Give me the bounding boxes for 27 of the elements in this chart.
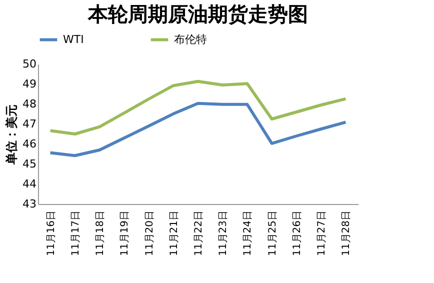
x-tick-label: 11月25日 (267, 210, 278, 256)
x-tick-label: 11月17日 (70, 210, 82, 256)
x-tick-label: 11月23日 (218, 210, 230, 256)
x-tick-label: 11月19日 (120, 210, 131, 256)
y-tick-label: 46 (22, 138, 36, 150)
y-tick-label: 45 (22, 158, 36, 170)
y-axis-title: 单位：美元 (4, 104, 19, 166)
x-tick-label: 11月27日 (316, 210, 328, 256)
x-tick-label: 11月20日 (144, 210, 156, 256)
x-tick-label: 11月24日 (242, 210, 254, 256)
y-tick-label: 44 (22, 178, 36, 190)
x-tick-label: 11月16日 (46, 210, 57, 256)
y-tick-label: 47 (22, 118, 36, 130)
x-tick-label: 11月26日 (292, 210, 303, 256)
x-tick-label: 11月21日 (168, 210, 180, 256)
x-tick-label: 11月22日 (194, 210, 204, 256)
x-tick-label: 11月18日 (95, 210, 106, 256)
x-tick-label: 11月28日 (341, 210, 352, 256)
y-tick-label: 49 (22, 78, 36, 90)
line-series (48, 102, 348, 158)
y-tick-label: 48 (22, 98, 36, 110)
y-tick-label: 43 (22, 198, 36, 210)
legend-label: WTI (63, 32, 84, 46)
line-series (48, 80, 348, 136)
chart-title: 本轮周期原油期货走势图 (87, 2, 308, 26)
legend-label: 布伦特 (174, 32, 207, 46)
y-tick-label: 50 (22, 58, 36, 70)
